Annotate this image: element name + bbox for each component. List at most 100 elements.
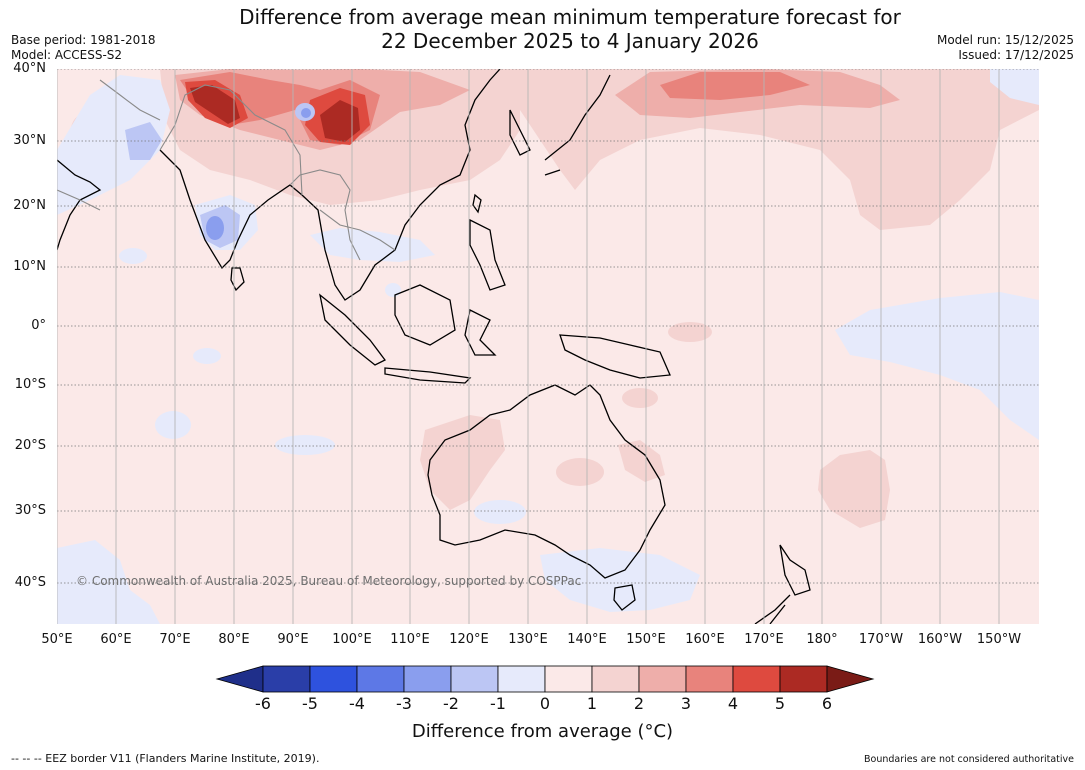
coast-sulawesi: [464, 309, 497, 356]
coast-new-zealand-north: [779, 544, 811, 596]
coast-new-guinea: [559, 334, 671, 379]
coast-borneo: [394, 284, 456, 346]
colorbar: [215, 665, 875, 693]
colorbar-tick-label: 1: [586, 694, 598, 713]
cool-anomaly-arabia-strong: [125, 122, 162, 160]
colorbar-tick-label: -5: [302, 694, 318, 713]
lon-label: 160°W: [917, 632, 963, 647]
coast-sri-lanka: [230, 267, 245, 292]
colorbar-tick-label: 6: [821, 694, 833, 713]
warm-anomaly-pacific-core: [660, 72, 810, 100]
meridians: [57, 69, 1000, 624]
colorbar-tick-label: -4: [349, 694, 365, 713]
colorbar-swatch: [309, 665, 358, 693]
colorbar-swatch: [685, 665, 734, 693]
base-period-text: Base period: 1981-2018: [11, 33, 156, 47]
colorbar-swatch: [262, 665, 311, 693]
lon-label: 140°E: [567, 632, 607, 647]
coast-korea: [509, 109, 531, 156]
lon-label: 100°E: [332, 632, 372, 647]
colorbar-tick-label: -6: [255, 694, 271, 713]
colorbar-tick-label: 0: [539, 694, 551, 713]
colorbar-swatch: [497, 665, 546, 693]
lat-label: 20°N: [13, 198, 46, 213]
cool-anomaly-south-china-sea: [310, 228, 435, 262]
warm-anomaly-east-australia: [618, 440, 665, 482]
lon-label: 170°W: [858, 632, 904, 647]
issued-text: Issued: 17/12/2025: [958, 48, 1074, 62]
warm-anomaly-himalaya-peak: [190, 85, 240, 124]
country-borders: [57, 79, 396, 261]
warm-anomaly-coral-sea: [622, 388, 658, 408]
lon-label: 150°E: [626, 632, 666, 647]
colorbar-tick-label: 4: [727, 694, 739, 713]
lat-label: 10°S: [14, 377, 46, 392]
lon-label: 60°E: [100, 632, 132, 647]
colorbar-tick-label: 2: [633, 694, 645, 713]
colorbar-swatch: [403, 665, 452, 693]
warm-anomaly-tibet-peak: [320, 100, 360, 142]
lat-label: 40°S: [14, 575, 46, 590]
colorbar-swatch: [779, 665, 828, 693]
lon-label: 120°E: [449, 632, 489, 647]
lon-label: 90°E: [277, 632, 309, 647]
colorbar-swatch: [544, 665, 593, 693]
coast-taiwan: [472, 193, 482, 214]
colorbar-tick-label: -2: [443, 694, 459, 713]
cool-anomaly-indian-ocean-1: [193, 348, 221, 364]
lon-label: 70°E: [159, 632, 191, 647]
cool-anomaly-southwest: [57, 540, 160, 624]
lon-label: 80°E: [218, 632, 250, 647]
map-content: [57, 69, 1039, 624]
coast-tasmania: [613, 584, 636, 611]
eez-footnote: -- -- -- EEZ border V11 (Flanders Marine…: [11, 752, 320, 765]
colorbar-under-arrow: [215, 665, 264, 693]
colorbar-tick-label: -1: [490, 694, 506, 713]
lon-label: 160°E: [685, 632, 725, 647]
cool-anomaly-indian-ocean-3: [275, 435, 335, 455]
lat-label: 20°S: [14, 438, 46, 453]
coast-indochina: [301, 69, 501, 301]
cool-anomaly-ne-corner: [990, 69, 1039, 105]
coast-java: [384, 367, 472, 384]
coast-new-zealand-south: [754, 594, 791, 624]
colorbar-tick-label: 3: [680, 694, 692, 713]
coast-japan: [544, 74, 611, 176]
warm-anomaly-australia-west: [420, 415, 505, 510]
colorbar-swatch: [591, 665, 640, 693]
cool-anomaly-australia-south: [474, 500, 526, 524]
lat-label: 30°N: [13, 133, 46, 148]
warm-anomaly-tasman: [818, 450, 890, 528]
lat-label: 10°N: [13, 259, 46, 274]
cool-anomaly-west-pacific: [835, 292, 1039, 440]
cool-anomaly-tibet-core: [301, 108, 311, 118]
copyright-notice: © Commonwealth of Australia 2025, Bureau…: [76, 574, 582, 588]
warm-anomaly-central-australia: [556, 458, 604, 486]
coast-arabia: [57, 159, 102, 251]
lon-label: 110°E: [390, 632, 430, 647]
boundaries-footnote: Boundaries are not considered authoritat…: [864, 754, 1074, 765]
lon-label: 170°E: [744, 632, 784, 647]
coast-india: [159, 149, 303, 270]
lat-label: 0°: [31, 318, 46, 333]
model-text: Model: ACCESS-S2: [11, 48, 123, 62]
graticule: [57, 69, 1039, 584]
warm-anomaly-png: [668, 322, 712, 342]
cool-anomaly-borneo: [385, 283, 401, 297]
cool-anomaly-indian-ocean-2: [155, 411, 191, 439]
colorbar-over-arrow: [826, 665, 875, 693]
lon-label: 180°: [806, 632, 838, 647]
colorbar-swatch: [450, 665, 499, 693]
cool-anomaly-south-australia: [540, 548, 700, 612]
coastlines: [57, 69, 811, 624]
lat-label: 40°N: [13, 61, 46, 76]
cool-anomaly-bay: [119, 248, 147, 264]
colorbar-swatch: [356, 665, 405, 693]
lat-label: 30°S: [14, 503, 46, 518]
lon-label: 50°E: [41, 632, 73, 647]
colorbar-label: Difference from average (°C): [411, 721, 674, 742]
colorbar-swatch: [638, 665, 687, 693]
lon-label: 150°W: [976, 632, 1022, 647]
coast-australia: [427, 384, 666, 579]
